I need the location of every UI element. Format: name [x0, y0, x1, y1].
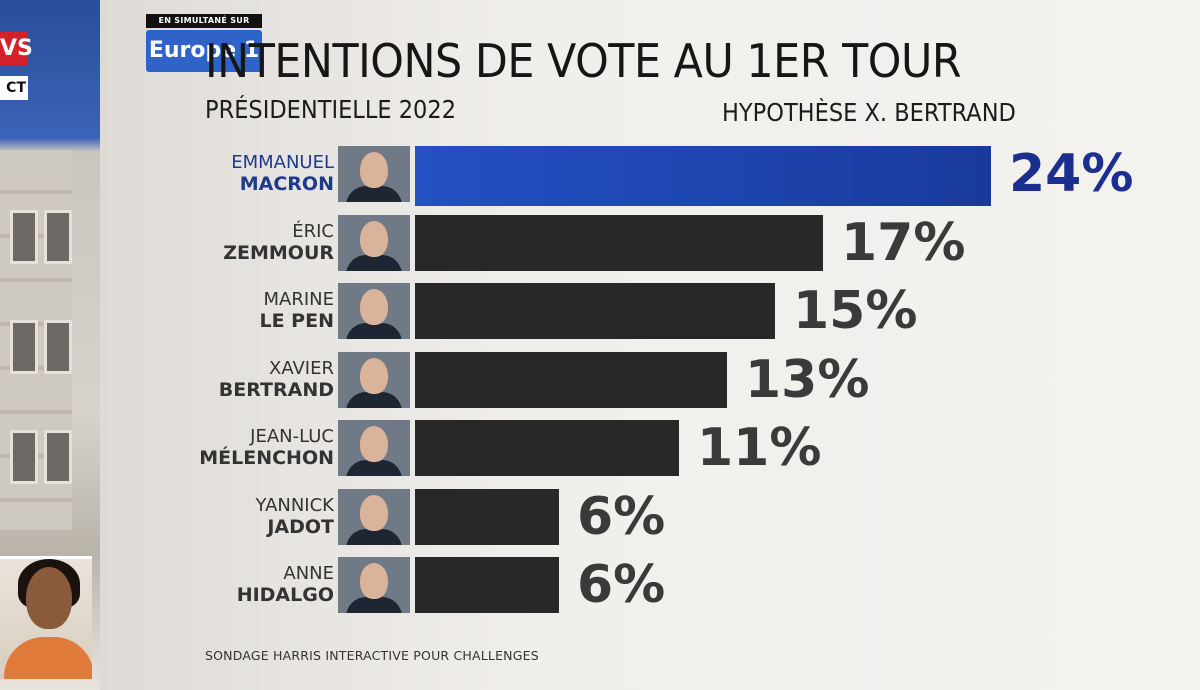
candidate-name: MARINE LE PEN — [150, 283, 334, 339]
bar-row: MARINE LE PEN 15% — [0, 281, 1200, 343]
bar-value-label: 24% — [1009, 144, 1134, 204]
candidate-portrait — [338, 146, 410, 202]
candidate-portrait — [338, 557, 410, 613]
candidate-last-name: MÉLENCHON — [199, 447, 334, 469]
bar-row: EMMANUEL MACRON 24% — [0, 144, 1200, 206]
bar-value-label: 6% — [577, 486, 666, 547]
background-building — [0, 150, 72, 530]
candidate-name: ANNE HIDALGO — [150, 557, 334, 613]
bar — [415, 557, 559, 613]
simulcast-label: EN SIMULTANÉ SUR — [146, 14, 262, 28]
bar — [415, 214, 823, 271]
candidate-first-name: XAVIER — [269, 357, 334, 379]
bar-row: JEAN-LUC MÉLENCHON 11% — [0, 418, 1200, 480]
bar — [415, 420, 679, 476]
europe1-logo: EN SIMULTANÉ SUR Europe 1 — [146, 14, 262, 74]
candidate-first-name: YANNICK — [255, 494, 334, 516]
candidate-last-name: ZEMMOUR — [223, 241, 334, 264]
station-name: Europe 1 — [146, 30, 262, 72]
bar — [415, 146, 991, 206]
chart-subtitle: PRÉSIDENTIELLE 2022 — [205, 95, 457, 124]
chart-panel: EN SIMULTANÉ SUR Europe 1 — [100, 0, 1200, 690]
bar-value-label: 11% — [697, 418, 822, 478]
bar — [415, 283, 775, 339]
bar-value-label: 13% — [745, 349, 870, 410]
bar — [415, 488, 559, 545]
candidate-name: XAVIER BERTRAND — [150, 352, 334, 408]
candidate-name: EMMANUEL MACRON — [150, 146, 334, 202]
candidate-last-name: JADOT — [267, 515, 334, 538]
chart-source: SONDAGE HARRIS INTERACTIVE POUR CHALLENG… — [205, 648, 539, 663]
candidate-portrait — [338, 351, 410, 408]
candidate-last-name: HIDALGO — [236, 584, 334, 606]
bar-row: ANNE HIDALGO 6% — [0, 555, 1200, 617]
channel-tag: VS — [0, 32, 33, 66]
candidate-first-name: MARINE — [263, 289, 335, 310]
candidate-first-name: EMMANUEL — [231, 152, 334, 173]
candidate-name: ÉRIC ZEMMOUR — [150, 215, 334, 271]
candidate-portrait — [338, 420, 410, 476]
bar-row: ÉRIC ZEMMOUR 17% — [0, 212, 1200, 275]
bar-value-label: 17% — [841, 212, 966, 273]
presenter-inset — [0, 556, 92, 679]
candidate-portrait — [338, 214, 410, 271]
candidate-last-name: MACRON — [239, 173, 334, 195]
candidate-portrait — [338, 283, 410, 339]
bar-value-label: 6% — [577, 555, 666, 615]
candidate-last-name: LE PEN — [259, 310, 334, 332]
bar — [415, 351, 727, 408]
candidate-portrait — [338, 488, 410, 545]
broadcast-side-strip: VS CT — [0, 0, 100, 690]
chart-hypothesis: HYPOTHÈSE X. BERTRAND — [722, 98, 1016, 127]
candidate-first-name: ANNE — [283, 563, 334, 584]
candidate-first-name: ÉRIC — [292, 220, 334, 242]
bar-row: XAVIER BERTRAND 13% — [0, 349, 1200, 412]
bar-row: YANNICK JADOT 6% — [0, 486, 1200, 549]
candidate-first-name: JEAN-LUC — [250, 426, 334, 447]
channel-subtag: CT — [0, 76, 28, 100]
chart-title: INTENTIONS DE VOTE AU 1ER TOUR — [205, 34, 962, 88]
candidate-name: JEAN-LUC MÉLENCHON — [150, 420, 334, 476]
candidate-last-name: BERTRAND — [218, 378, 334, 401]
bar-value-label: 15% — [793, 281, 918, 341]
candidate-name: YANNICK JADOT — [150, 489, 334, 545]
